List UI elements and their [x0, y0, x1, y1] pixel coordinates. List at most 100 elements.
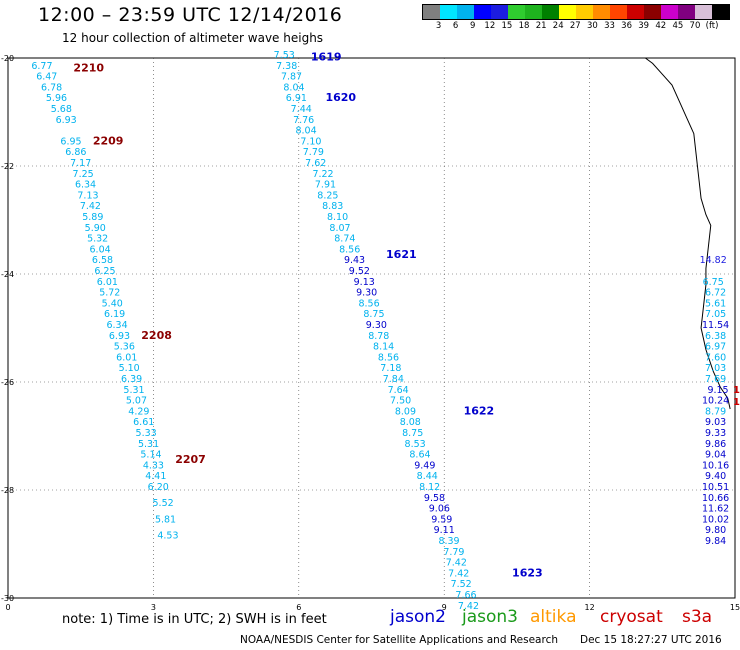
wave-height-point: 6.86	[65, 147, 86, 158]
y-tick-label: -26	[1, 378, 14, 387]
wave-height-point: 9.86	[705, 439, 726, 450]
wave-height-point: 8.14	[373, 342, 394, 353]
wave-height-point: 6.75	[703, 277, 724, 288]
wave-height-point: 6.25	[94, 266, 115, 277]
wave-height-point: 6.38	[705, 331, 726, 342]
legend-swatch	[491, 5, 508, 19]
legend-label: 6	[452, 21, 459, 31]
wave-height-point: 9.15	[707, 385, 728, 396]
wave-height-point: 6.77	[31, 61, 52, 72]
wave-height-point: 8.10	[327, 212, 348, 223]
wave-height-point: 9.80	[705, 525, 726, 536]
wave-height-point: 5.10	[119, 363, 140, 374]
chart-subtitle: 12 hour collection of altimeter wave hei…	[62, 31, 324, 45]
track-label: 2207	[175, 453, 206, 466]
wave-height-point: 6.97	[705, 342, 726, 353]
wave-height-point: 5.14	[140, 450, 161, 461]
color-scale-labels: 3 6 9 12 15 18 21 24 27 30 33 36 39 42 45 70 (ft)	[422, 21, 721, 31]
x-tick-label: 12	[585, 603, 595, 612]
satellite-label: cryosat	[600, 607, 663, 627]
wave-height-point: 5.36	[114, 342, 135, 353]
wave-height-point: 5.96	[46, 93, 67, 104]
wave-height-point: 10.51	[702, 482, 729, 493]
track-label: 2209	[93, 134, 124, 147]
wave-height-point: 7.03	[705, 363, 726, 374]
legend-swatch	[423, 5, 440, 19]
wave-height-point: 6.34	[75, 180, 96, 191]
wave-height-point: 8.74	[334, 234, 355, 245]
footer-credit: NOAA/NESDIS Center for Satellite Applica…	[240, 634, 558, 646]
wave-height-point: 7.42	[458, 601, 479, 612]
y-tick-label: -30	[1, 594, 14, 603]
wave-height-point: 7.79	[303, 147, 324, 158]
legend-label: 36	[621, 21, 632, 31]
legend-swatch	[678, 5, 695, 19]
color-scale-legend	[422, 4, 730, 20]
legend-label: 3	[435, 21, 442, 31]
wave-height-point: 8.78	[368, 331, 389, 342]
wave-height-point: 9.11	[434, 525, 455, 536]
wave-height-point: 9.06	[429, 504, 450, 515]
wave-height-point: 4.33	[143, 460, 164, 471]
wave-height-point: 9.58	[424, 493, 445, 504]
legend-swatch	[440, 5, 457, 19]
wave-height-point: 9.03	[705, 417, 726, 428]
satellite-label: altika	[530, 607, 577, 627]
wave-height-point: 7.42	[80, 201, 101, 212]
wave-height-point: 5.89	[82, 212, 103, 223]
y-tick-label: -24	[1, 270, 14, 279]
wave-height-point: 9.04	[705, 450, 726, 461]
wave-height-point: 8.12	[419, 482, 440, 493]
wave-height-point: 10.16	[702, 460, 729, 471]
wave-height-point: 5.33	[136, 428, 157, 439]
wave-height-point: 8.04	[283, 82, 304, 93]
wave-height-point: 8.25	[317, 190, 338, 201]
wave-height-point: 6.19	[104, 309, 125, 320]
legend-label: 45	[672, 21, 684, 31]
wave-height-point: 7.91	[315, 180, 336, 191]
wave-height-point: 9.13	[354, 277, 375, 288]
footer-timestamp: Dec 15 18:27:27 UTC 2016	[580, 634, 722, 646]
x-tick-label: 0	[5, 603, 10, 612]
wave-height-point: 6.04	[90, 244, 111, 255]
wave-height-point: 5.90	[85, 223, 106, 234]
wave-height-point: 7.66	[455, 590, 476, 601]
wave-height-point: 10.02	[702, 514, 729, 525]
wave-height-point: 10.24	[702, 396, 729, 407]
wave-height-point: 7.52	[451, 579, 472, 590]
legend-swatch	[593, 5, 610, 19]
track-label: 1620	[325, 91, 356, 104]
wave-height-point: 5.40	[102, 298, 123, 309]
wave-height-point: 8.56	[358, 298, 379, 309]
legend-swatch	[644, 5, 661, 19]
legend-swatch	[474, 5, 491, 19]
y-tick-label: -22	[1, 162, 14, 171]
legend-label: 21	[535, 21, 547, 31]
satellite-label: jason2	[390, 607, 446, 627]
wave-height-point: 7.42	[446, 558, 467, 569]
x-tick-label: 15	[730, 603, 740, 612]
wave-height-point: 7.42	[448, 568, 469, 579]
y-tick-label: -28	[1, 486, 14, 495]
wave-height-point: 6.95	[60, 136, 81, 147]
wave-height-point: 7.22	[312, 169, 333, 180]
track-label: 1623	[512, 566, 543, 579]
wave-height-point: 5.68	[51, 104, 72, 115]
wave-height-point: 6.93	[109, 331, 130, 342]
wave-height-point: 6.78	[41, 82, 62, 93]
edge-track-label: 1	[733, 397, 740, 408]
wave-height-point: 9.84	[705, 536, 726, 547]
wave-height-point: 4.53	[157, 531, 178, 542]
wave-height-point: 8.56	[378, 352, 399, 363]
wave-height-point: 7.17	[70, 158, 91, 169]
wave-height-point: 6.47	[36, 72, 57, 83]
track-label: 1622	[464, 404, 495, 417]
chart-title: 12:00 – 23:59 UTC 12/14/2016	[38, 4, 343, 26]
wave-height-point: 8.08	[400, 417, 421, 428]
legend-label: 27	[569, 21, 581, 31]
wave-height-point: 7.87	[281, 72, 302, 83]
wave-height-point: 7.05	[705, 309, 726, 320]
wave-height-point: 11.54	[702, 320, 729, 331]
track-label: 2208	[141, 329, 172, 342]
x-tick-label: 6	[296, 603, 301, 612]
